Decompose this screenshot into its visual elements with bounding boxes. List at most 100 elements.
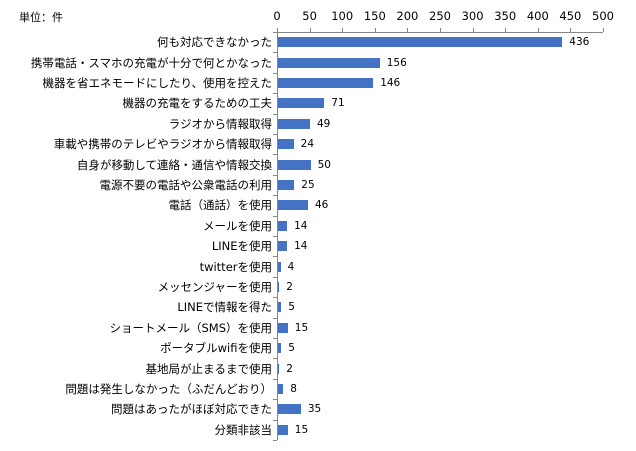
value-label: 25 bbox=[301, 179, 315, 191]
category-label: 電源不要の電話や公衆電話の利用 bbox=[99, 178, 273, 192]
y-tick-mark bbox=[273, 114, 277, 115]
x-tick-mark bbox=[440, 28, 441, 32]
value-label: 14 bbox=[294, 240, 308, 252]
y-tick-mark bbox=[273, 358, 277, 359]
category-label: 機器を省エネモードにしたり、使用を控えた bbox=[42, 76, 272, 90]
value-label: 15 bbox=[294, 322, 309, 334]
bar-row: メッセンジャーを使用 2 bbox=[0, 277, 636, 297]
category-label: 車載や携帯のテレビやラジオから情報取得 bbox=[53, 137, 272, 151]
y-tick-mark bbox=[273, 256, 277, 257]
bar-row: LINEで情報を得た 5 bbox=[0, 297, 636, 317]
bar-row: メールを使用 14 bbox=[0, 216, 636, 236]
value-label: 156 bbox=[386, 57, 407, 69]
bar bbox=[278, 241, 288, 251]
y-tick-mark bbox=[273, 379, 277, 380]
x-tick-mark bbox=[375, 28, 376, 32]
value-label: 8 bbox=[290, 383, 297, 395]
value-label: 46 bbox=[314, 199, 329, 211]
y-tick-mark bbox=[273, 175, 277, 176]
bar-row: 車載や携帯のテレビやラジオから情報取得 24 bbox=[0, 134, 636, 154]
y-tick-mark bbox=[273, 420, 277, 421]
bar bbox=[278, 160, 311, 170]
y-tick-mark bbox=[273, 52, 277, 53]
x-tick-mark bbox=[277, 28, 278, 32]
x-tick-label: 300 bbox=[461, 9, 484, 23]
category-label: 自身が移動して連絡・通信や情報交換 bbox=[76, 158, 272, 172]
x-tick-mark bbox=[538, 28, 539, 32]
bar-row: 自身が移動して連絡・通信や情報交換 50 bbox=[0, 155, 636, 175]
category-label: 電話（通話）を使用 bbox=[168, 198, 273, 212]
bar-row: 機器を省エネモードにしたり、使用を控えた 146 bbox=[0, 73, 636, 93]
bar-row: ラジオから情報取得 49 bbox=[0, 114, 636, 134]
x-tick-mark bbox=[310, 28, 311, 32]
x-tick-label: 100 bbox=[331, 9, 354, 23]
y-tick-mark bbox=[273, 399, 277, 400]
bar bbox=[278, 282, 280, 292]
x-tick-mark bbox=[342, 28, 343, 32]
x-tick-label: 350 bbox=[494, 9, 517, 23]
bar-row: 携帯電話・スマホの充電が十分で何とかなった 156 bbox=[0, 53, 636, 73]
x-tick-label: 150 bbox=[363, 9, 386, 23]
x-tick-mark bbox=[407, 28, 408, 32]
bar bbox=[278, 384, 284, 394]
value-label: 5 bbox=[288, 342, 295, 354]
bar bbox=[278, 425, 288, 435]
category-label: LINEで情報を得た bbox=[177, 300, 272, 314]
bar bbox=[278, 404, 301, 414]
value-label: 71 bbox=[331, 97, 345, 109]
category-label: ショートメール（SMS）を使用 bbox=[109, 321, 272, 335]
bar bbox=[278, 364, 280, 374]
bar-row: 電源不要の電話や公衆電話の利用 25 bbox=[0, 175, 636, 195]
y-tick-mark bbox=[273, 440, 277, 441]
bar bbox=[278, 221, 288, 231]
bar bbox=[278, 78, 374, 88]
bar bbox=[278, 119, 310, 129]
bar bbox=[278, 343, 282, 353]
bar-row: 電話（通話）を使用 46 bbox=[0, 195, 636, 215]
bar bbox=[278, 98, 325, 108]
bar-row: 問題は発生しなかった（ふだんどおり） 8 bbox=[0, 379, 636, 399]
category-label: 何も対応できなかった bbox=[157, 35, 272, 49]
bar bbox=[278, 200, 308, 210]
x-tick-label: 0 bbox=[273, 9, 281, 23]
unit-label: 単位：件 bbox=[19, 11, 63, 24]
x-tick-mark bbox=[603, 28, 604, 32]
category-label: 携帯電話・スマホの充電が十分で何とかなった bbox=[30, 56, 272, 70]
value-label: 436 bbox=[569, 36, 590, 48]
category-label: 問題は発生しなかった（ふだんどおり） bbox=[65, 382, 272, 396]
category-label: twitterを使用 bbox=[199, 260, 272, 274]
x-tick-mark bbox=[505, 28, 506, 32]
bar-row: ショートメール（SMS）を使用 15 bbox=[0, 318, 636, 338]
x-tick-label: 250 bbox=[429, 9, 451, 23]
bar-row: 問題はあったがほぼ対応できた 35 bbox=[0, 399, 636, 419]
value-label: 2 bbox=[286, 281, 293, 293]
category-label: メッセンジャーを使用 bbox=[157, 280, 272, 294]
bar bbox=[278, 323, 288, 333]
bar bbox=[278, 262, 281, 272]
value-label: 49 bbox=[316, 118, 331, 130]
x-tick-mark bbox=[473, 28, 474, 32]
bar bbox=[278, 180, 295, 190]
category-label: 問題はあったがほぼ対応できた bbox=[111, 402, 272, 416]
value-label: 146 bbox=[380, 77, 401, 89]
y-tick-mark bbox=[273, 195, 277, 196]
bar bbox=[278, 302, 282, 312]
category-label: 分類非該当 bbox=[214, 423, 273, 437]
x-tick-mark bbox=[570, 28, 571, 32]
category-label: LINEを使用 bbox=[211, 239, 272, 253]
value-label: 24 bbox=[300, 138, 315, 150]
x-tick-label: 50 bbox=[302, 9, 317, 23]
y-tick-mark bbox=[273, 297, 277, 298]
bar bbox=[278, 58, 380, 68]
bar-row: 何も対応できなかった 436 bbox=[0, 32, 636, 52]
category-label: 機器の充電をするための工夫 bbox=[122, 96, 273, 110]
category-label: ラジオから情報取得 bbox=[168, 117, 272, 131]
bar-row: ポータブルwifiを使用 5 bbox=[0, 338, 636, 358]
value-label: 50 bbox=[317, 159, 331, 171]
bar-row: LINEを使用 14 bbox=[0, 236, 636, 256]
category-label: ポータブルwifiを使用 bbox=[160, 341, 272, 355]
value-label: 5 bbox=[288, 301, 295, 313]
x-tick-label: 200 bbox=[396, 9, 419, 23]
value-label: 15 bbox=[294, 424, 309, 436]
value-label: 4 bbox=[287, 261, 295, 273]
